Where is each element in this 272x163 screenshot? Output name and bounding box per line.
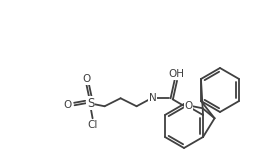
Text: O: O [82, 74, 91, 84]
Text: O: O [63, 100, 72, 110]
Text: N: N [149, 93, 156, 103]
Text: Cl: Cl [87, 120, 98, 130]
Text: OH: OH [169, 69, 185, 79]
Text: O: O [184, 101, 193, 111]
Text: S: S [87, 97, 94, 110]
